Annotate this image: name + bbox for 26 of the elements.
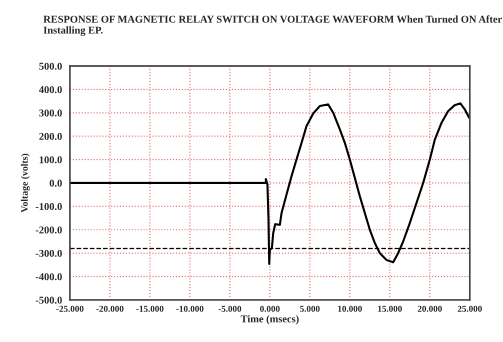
x-tick-label: -15.000 xyxy=(136,306,164,312)
y-tick-label: 400.0 xyxy=(38,86,62,94)
x-tick-label: 15.000 xyxy=(378,306,402,312)
x-tick-label: -20.000 xyxy=(96,306,124,312)
y-tick-label: -400.0 xyxy=(36,273,62,280)
y-axis-title: Voltage (volts) xyxy=(20,154,30,213)
x-tick-label: -25.000 xyxy=(56,306,84,312)
line-series xyxy=(70,102,470,265)
y-tick-label: 100.0 xyxy=(40,156,62,164)
y-tick-label: 200.0 xyxy=(39,132,62,140)
y-tick-label: -300.0 xyxy=(36,250,62,257)
x-tick-label: -5.000 xyxy=(218,306,242,312)
x-axis-title: Time (msecs) xyxy=(240,315,299,325)
y-tick-label: -500.0 xyxy=(36,296,62,304)
y-tick-label: 500.0 xyxy=(39,62,62,70)
y-tick-label: 300.0 xyxy=(39,109,62,117)
x-tick-label: 20.000 xyxy=(418,306,442,312)
x-tick-label: 5.000 xyxy=(300,306,320,312)
y-tick-label: -200.0 xyxy=(36,226,62,234)
x-tick-label: 10.000 xyxy=(338,306,362,312)
chart-title: RESPONSE OF MAGNETIC RELAY SWITCH ON VOLTAGE WAVEFORM When Turned ON After Installing EP. xyxy=(43,15,502,36)
y-tick-label: 0.0 xyxy=(50,180,62,187)
y-tick-label: -100.0 xyxy=(36,203,62,210)
x-tick-label: -10.000 xyxy=(176,306,204,312)
x-tick-label: 25.000 xyxy=(458,306,482,312)
x-tick-label: 0.000 xyxy=(260,306,280,312)
